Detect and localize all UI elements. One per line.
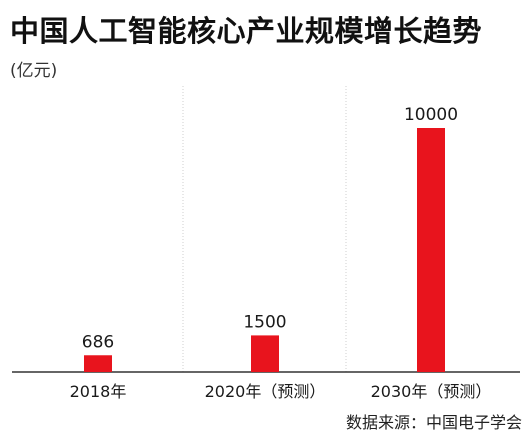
bar-value-label-1: 1500	[243, 312, 286, 332]
bar-0	[84, 355, 112, 372]
bar-value-label-2: 10000	[404, 105, 458, 125]
bar-1	[251, 335, 279, 372]
unit-label: (亿元)	[10, 61, 58, 81]
bar-2	[417, 128, 445, 372]
category-label-1: 2020年（预测）	[205, 382, 326, 401]
source-note: 数据来源：中国电子学会	[345, 413, 522, 432]
category-label-2: 2030年（预测）	[371, 382, 492, 401]
chart-title: 中国人工智能核心产业规模增长趋势	[10, 14, 483, 48]
bar-value-label-0: 686	[82, 332, 114, 352]
category-label-0: 2018年	[70, 382, 127, 401]
